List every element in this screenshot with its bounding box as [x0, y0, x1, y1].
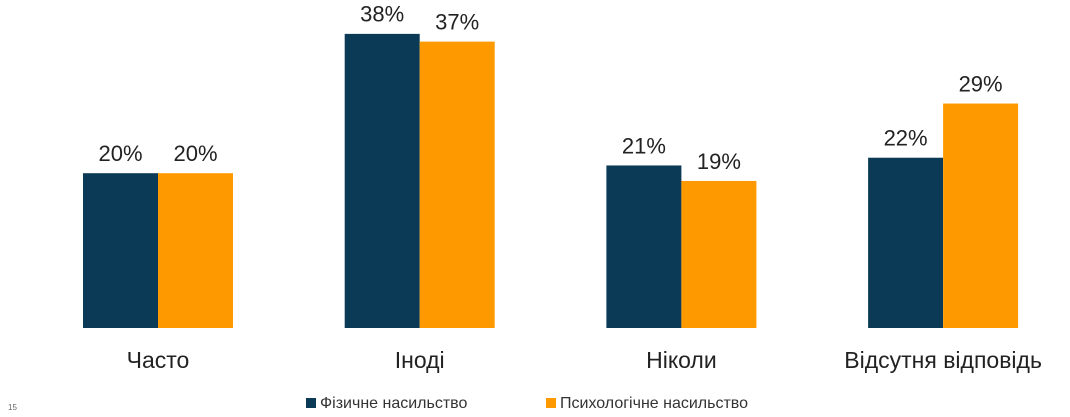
legend-label: Фізичне насильство	[320, 395, 468, 412]
value-label: 20%	[98, 141, 142, 166]
value-label: 29%	[959, 71, 1003, 96]
bar	[681, 180, 757, 328]
value-label: 19%	[697, 149, 741, 174]
legend-label: Психологічне насильство	[560, 395, 748, 412]
page-number: 15	[8, 403, 17, 412]
category-label: Відсутня відповідь	[844, 347, 1042, 373]
bar	[868, 157, 944, 328]
value-label: 38%	[360, 2, 404, 27]
bar	[419, 41, 495, 329]
bar	[943, 103, 1019, 328]
bar	[158, 173, 233, 328]
value-label: 20%	[173, 141, 217, 166]
category-label: Ніколи	[646, 347, 717, 373]
value-label: 21%	[622, 133, 666, 158]
value-label: 37%	[435, 9, 479, 34]
legend-swatch	[306, 398, 316, 408]
bar	[83, 173, 158, 328]
category-label: Іноді	[395, 347, 445, 373]
bar	[606, 165, 682, 328]
legend-swatch	[546, 398, 556, 408]
value-label: 22%	[884, 126, 928, 151]
bar	[344, 33, 420, 328]
category-label: Часто	[127, 347, 190, 373]
